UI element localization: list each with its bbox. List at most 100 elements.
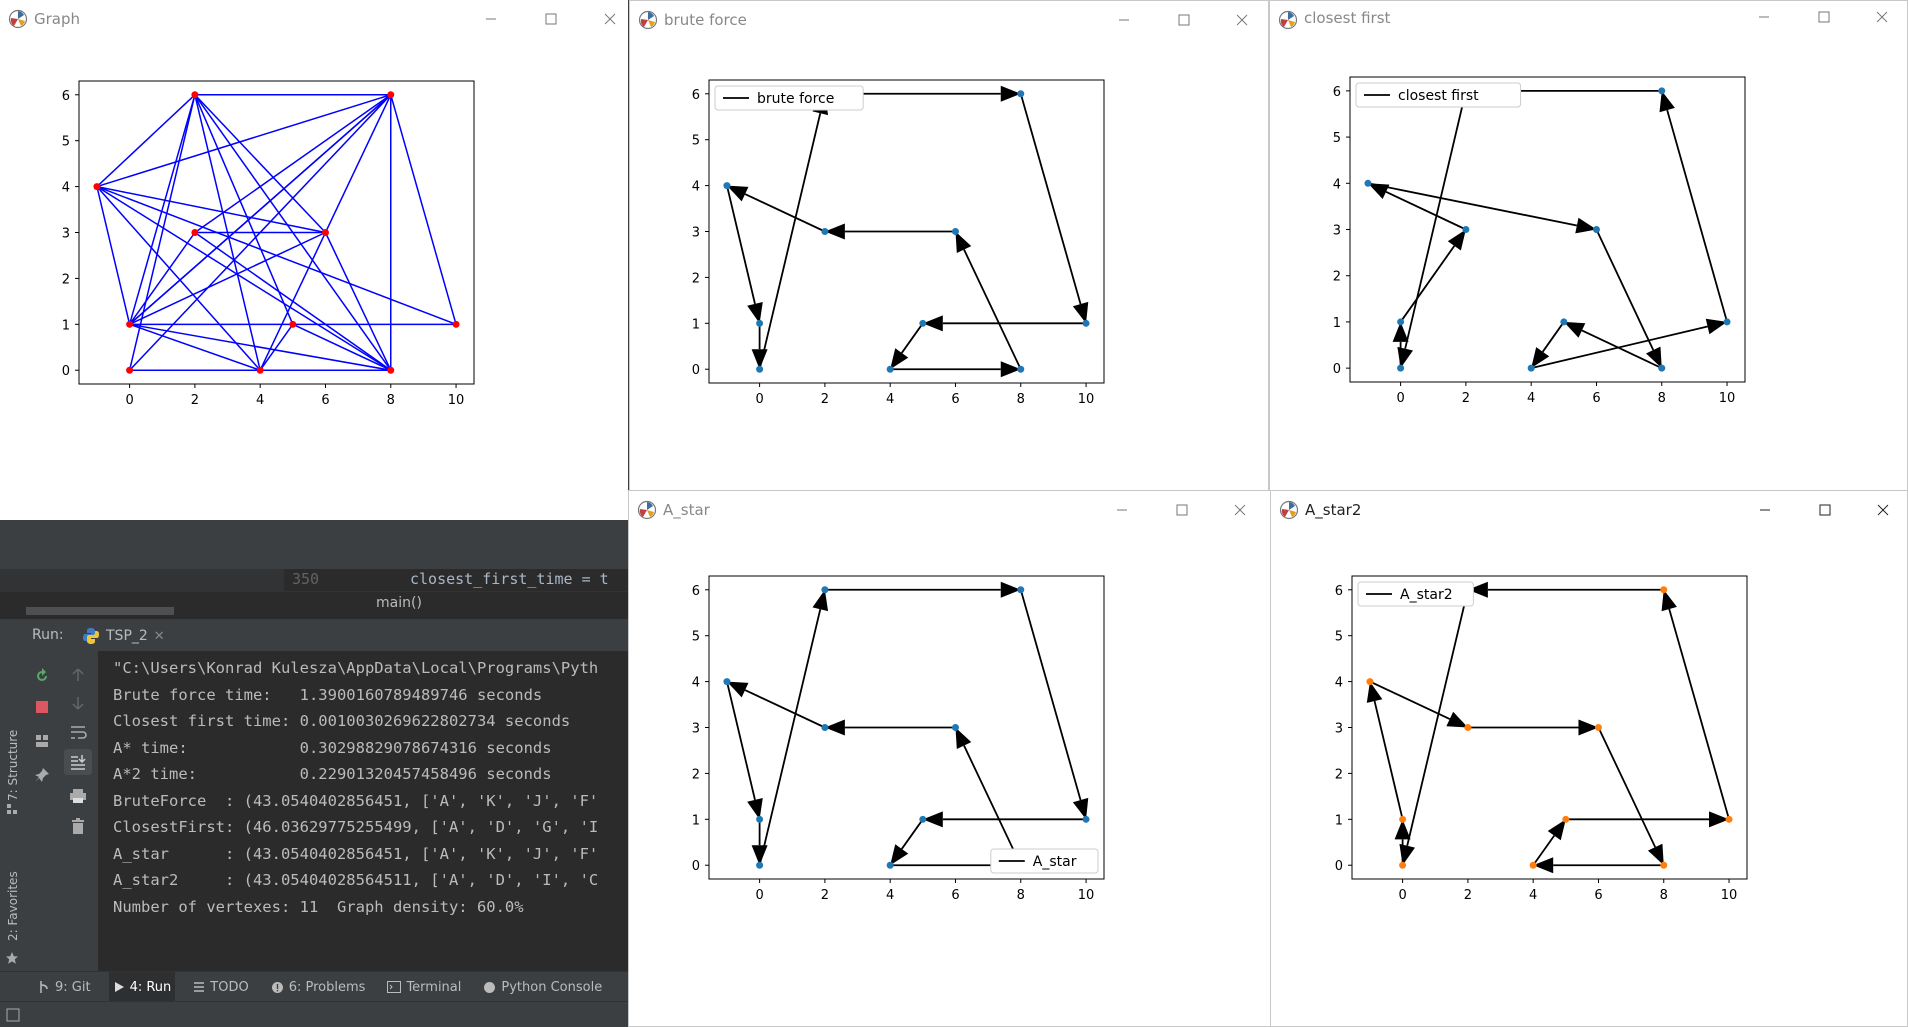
route-arrowhead — [726, 681, 749, 698]
minimize-icon[interactable] — [1751, 497, 1779, 523]
route-segment — [1019, 589, 1082, 801]
minimize-icon[interactable] — [477, 6, 505, 32]
route-arrowhead — [955, 727, 972, 749]
scroll-up-icon[interactable] — [70, 667, 86, 683]
trash-icon[interactable] — [70, 817, 86, 835]
route-segment — [726, 681, 756, 801]
route-arrowhead — [1366, 681, 1383, 703]
close-icon[interactable] — [1869, 497, 1897, 523]
y-tick-label: 3 — [1333, 224, 1341, 239]
graph-edge — [96, 186, 131, 325]
route-node — [1397, 318, 1405, 326]
horizontal-scrollbar[interactable] — [26, 607, 174, 615]
stop-icon[interactable] — [34, 699, 50, 715]
python-console-tab[interactable]: Python Console — [479, 972, 606, 1002]
y-tick-label: 0 — [692, 363, 700, 378]
close-icon[interactable] — [596, 6, 624, 32]
maximize-icon[interactable] — [1811, 497, 1839, 523]
graph-node — [256, 366, 264, 374]
print-icon[interactable] — [69, 787, 87, 805]
x-tick-label: 6 — [321, 393, 329, 408]
breadcrumb-item[interactable]: main() — [376, 595, 422, 611]
y-tick-label: 4 — [1335, 676, 1343, 691]
graph-edge — [324, 232, 392, 371]
python-console-tab-label: Python Console — [501, 979, 603, 995]
route-arrowhead — [1394, 819, 1411, 840]
run-side-actions — [24, 651, 58, 991]
console-line: A_star : (43.0540402856451, ['A', 'K', '… — [113, 844, 599, 863]
route-node — [821, 586, 829, 594]
route-segment — [963, 745, 1022, 866]
layout-toggle-icon[interactable] — [6, 1008, 20, 1022]
x-tick-label: 10 — [1078, 888, 1095, 903]
legend-box — [990, 848, 1099, 874]
maximize-icon[interactable] — [537, 6, 565, 32]
run-console[interactable]: "C:\Users\Konrad Kulesza\AppData\Local\P… — [98, 651, 628, 991]
run-bottom-tab[interactable]: 4: Run — [108, 972, 176, 1002]
astar2-titlebar[interactable]: A_star2 — [1271, 491, 1907, 529]
minimize-icon[interactable] — [1110, 7, 1138, 33]
route-segment — [1532, 835, 1555, 866]
problems-tab[interactable]: 6: Problems — [267, 972, 370, 1002]
route-arrowhead — [751, 845, 768, 866]
route-arrowhead — [1000, 85, 1021, 102]
graph-edge — [194, 94, 392, 234]
graph-edge — [390, 94, 457, 325]
git-tab[interactable]: 9: Git — [34, 972, 95, 1002]
code-line[interactable]: closest_first_time = t — [410, 570, 609, 588]
y-tick-label: 0 — [1333, 362, 1341, 377]
soft-wrap-icon[interactable] — [69, 723, 87, 741]
rerun-icon[interactable] — [33, 667, 51, 685]
minimize-icon[interactable] — [1750, 4, 1778, 30]
route-arrowhead — [1447, 229, 1466, 251]
console-line: A* time: 0.30298829078674316 seconds — [113, 738, 552, 757]
astar-titlebar[interactable]: A_star — [629, 491, 1270, 529]
axes: 0 2 4 6 8 10 0 1 2 3 4 5 6 brute force — [692, 79, 1105, 407]
x-tick-label: 0 — [755, 888, 763, 903]
route-arrowhead — [726, 185, 749, 202]
maximize-icon[interactable] — [1168, 497, 1196, 523]
closest-titlebar[interactable]: closest first — [1270, 1, 1907, 39]
ide-panel: 350 closest_first_time = t main() Run: T… — [0, 569, 628, 1027]
structure-tool-label[interactable]: 7: Structure — [6, 729, 20, 801]
layout-icon[interactable] — [34, 733, 50, 749]
route-arrowhead — [955, 231, 972, 253]
todo-tab[interactable]: TODO — [189, 972, 252, 1002]
y-tick-label: 3 — [1335, 722, 1343, 737]
route-node — [1082, 319, 1090, 327]
x-tick-label: 0 — [1396, 391, 1404, 406]
structure-icon — [7, 804, 17, 814]
terminal-tab[interactable]: Terminal — [383, 972, 465, 1002]
graph-edge — [129, 231, 326, 325]
graph-edge — [129, 323, 261, 371]
close-tab-icon[interactable]: ✕ — [153, 628, 165, 644]
graph-titlebar[interactable]: Graph — [0, 0, 628, 38]
run-tab[interactable]: TSP_2 ✕ — [82, 623, 165, 649]
close-icon[interactable] — [1228, 7, 1256, 33]
close-icon[interactable] — [1226, 497, 1254, 523]
brute-titlebar[interactable]: brute force — [630, 1, 1268, 39]
run-icon — [114, 982, 124, 992]
route-node — [919, 319, 927, 327]
maximize-icon[interactable] — [1170, 7, 1198, 33]
route-node — [1725, 815, 1733, 823]
scroll-to-end-button[interactable] — [64, 749, 92, 775]
problems-icon — [271, 981, 283, 993]
editor-area[interactable]: 350 closest_first_time = t main() — [0, 569, 628, 616]
x-tick-label: 6 — [1594, 888, 1602, 903]
close-icon[interactable] — [1868, 4, 1896, 30]
y-tick-label: 1 — [692, 813, 700, 828]
route-node — [756, 861, 764, 869]
x-tick-label: 10 — [448, 393, 465, 408]
x-tick-label: 10 — [1721, 888, 1738, 903]
route-node — [1658, 364, 1666, 372]
python-console-icon — [484, 981, 496, 993]
route-segment — [1367, 182, 1578, 227]
route-segment — [758, 113, 822, 370]
favorites-tool-label[interactable]: 2: Favorites — [6, 871, 20, 941]
scroll-down-icon[interactable] — [70, 695, 86, 711]
maximize-icon[interactable] — [1810, 4, 1838, 30]
x-tick-label: 6 — [951, 392, 959, 407]
pin-icon[interactable] — [34, 767, 50, 783]
minimize-icon[interactable] — [1108, 497, 1136, 523]
